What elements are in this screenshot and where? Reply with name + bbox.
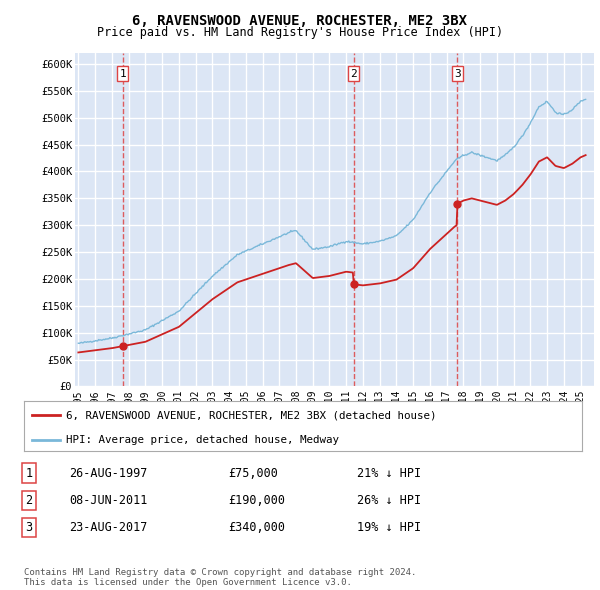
- Text: 19% ↓ HPI: 19% ↓ HPI: [357, 521, 421, 534]
- Text: 2: 2: [350, 68, 357, 78]
- Text: 3: 3: [25, 521, 32, 534]
- Text: 6, RAVENSWOOD AVENUE, ROCHESTER, ME2 3BX: 6, RAVENSWOOD AVENUE, ROCHESTER, ME2 3BX: [133, 14, 467, 28]
- Text: 6, RAVENSWOOD AVENUE, ROCHESTER, ME2 3BX (detached house): 6, RAVENSWOOD AVENUE, ROCHESTER, ME2 3BX…: [66, 410, 436, 420]
- Text: Contains HM Land Registry data © Crown copyright and database right 2024.
This d: Contains HM Land Registry data © Crown c…: [24, 568, 416, 587]
- Text: £340,000: £340,000: [228, 521, 285, 534]
- Text: Price paid vs. HM Land Registry's House Price Index (HPI): Price paid vs. HM Land Registry's House …: [97, 26, 503, 39]
- Text: 23-AUG-2017: 23-AUG-2017: [69, 521, 148, 534]
- Text: 3: 3: [454, 68, 461, 78]
- Text: £190,000: £190,000: [228, 494, 285, 507]
- Text: 21% ↓ HPI: 21% ↓ HPI: [357, 467, 421, 480]
- Text: 1: 1: [119, 68, 126, 78]
- Text: 08-JUN-2011: 08-JUN-2011: [69, 494, 148, 507]
- Text: 1: 1: [25, 467, 32, 480]
- Text: 26% ↓ HPI: 26% ↓ HPI: [357, 494, 421, 507]
- Text: HPI: Average price, detached house, Medway: HPI: Average price, detached house, Medw…: [66, 435, 339, 445]
- Text: 26-AUG-1997: 26-AUG-1997: [69, 467, 148, 480]
- Text: £75,000: £75,000: [228, 467, 278, 480]
- Text: 2: 2: [25, 494, 32, 507]
